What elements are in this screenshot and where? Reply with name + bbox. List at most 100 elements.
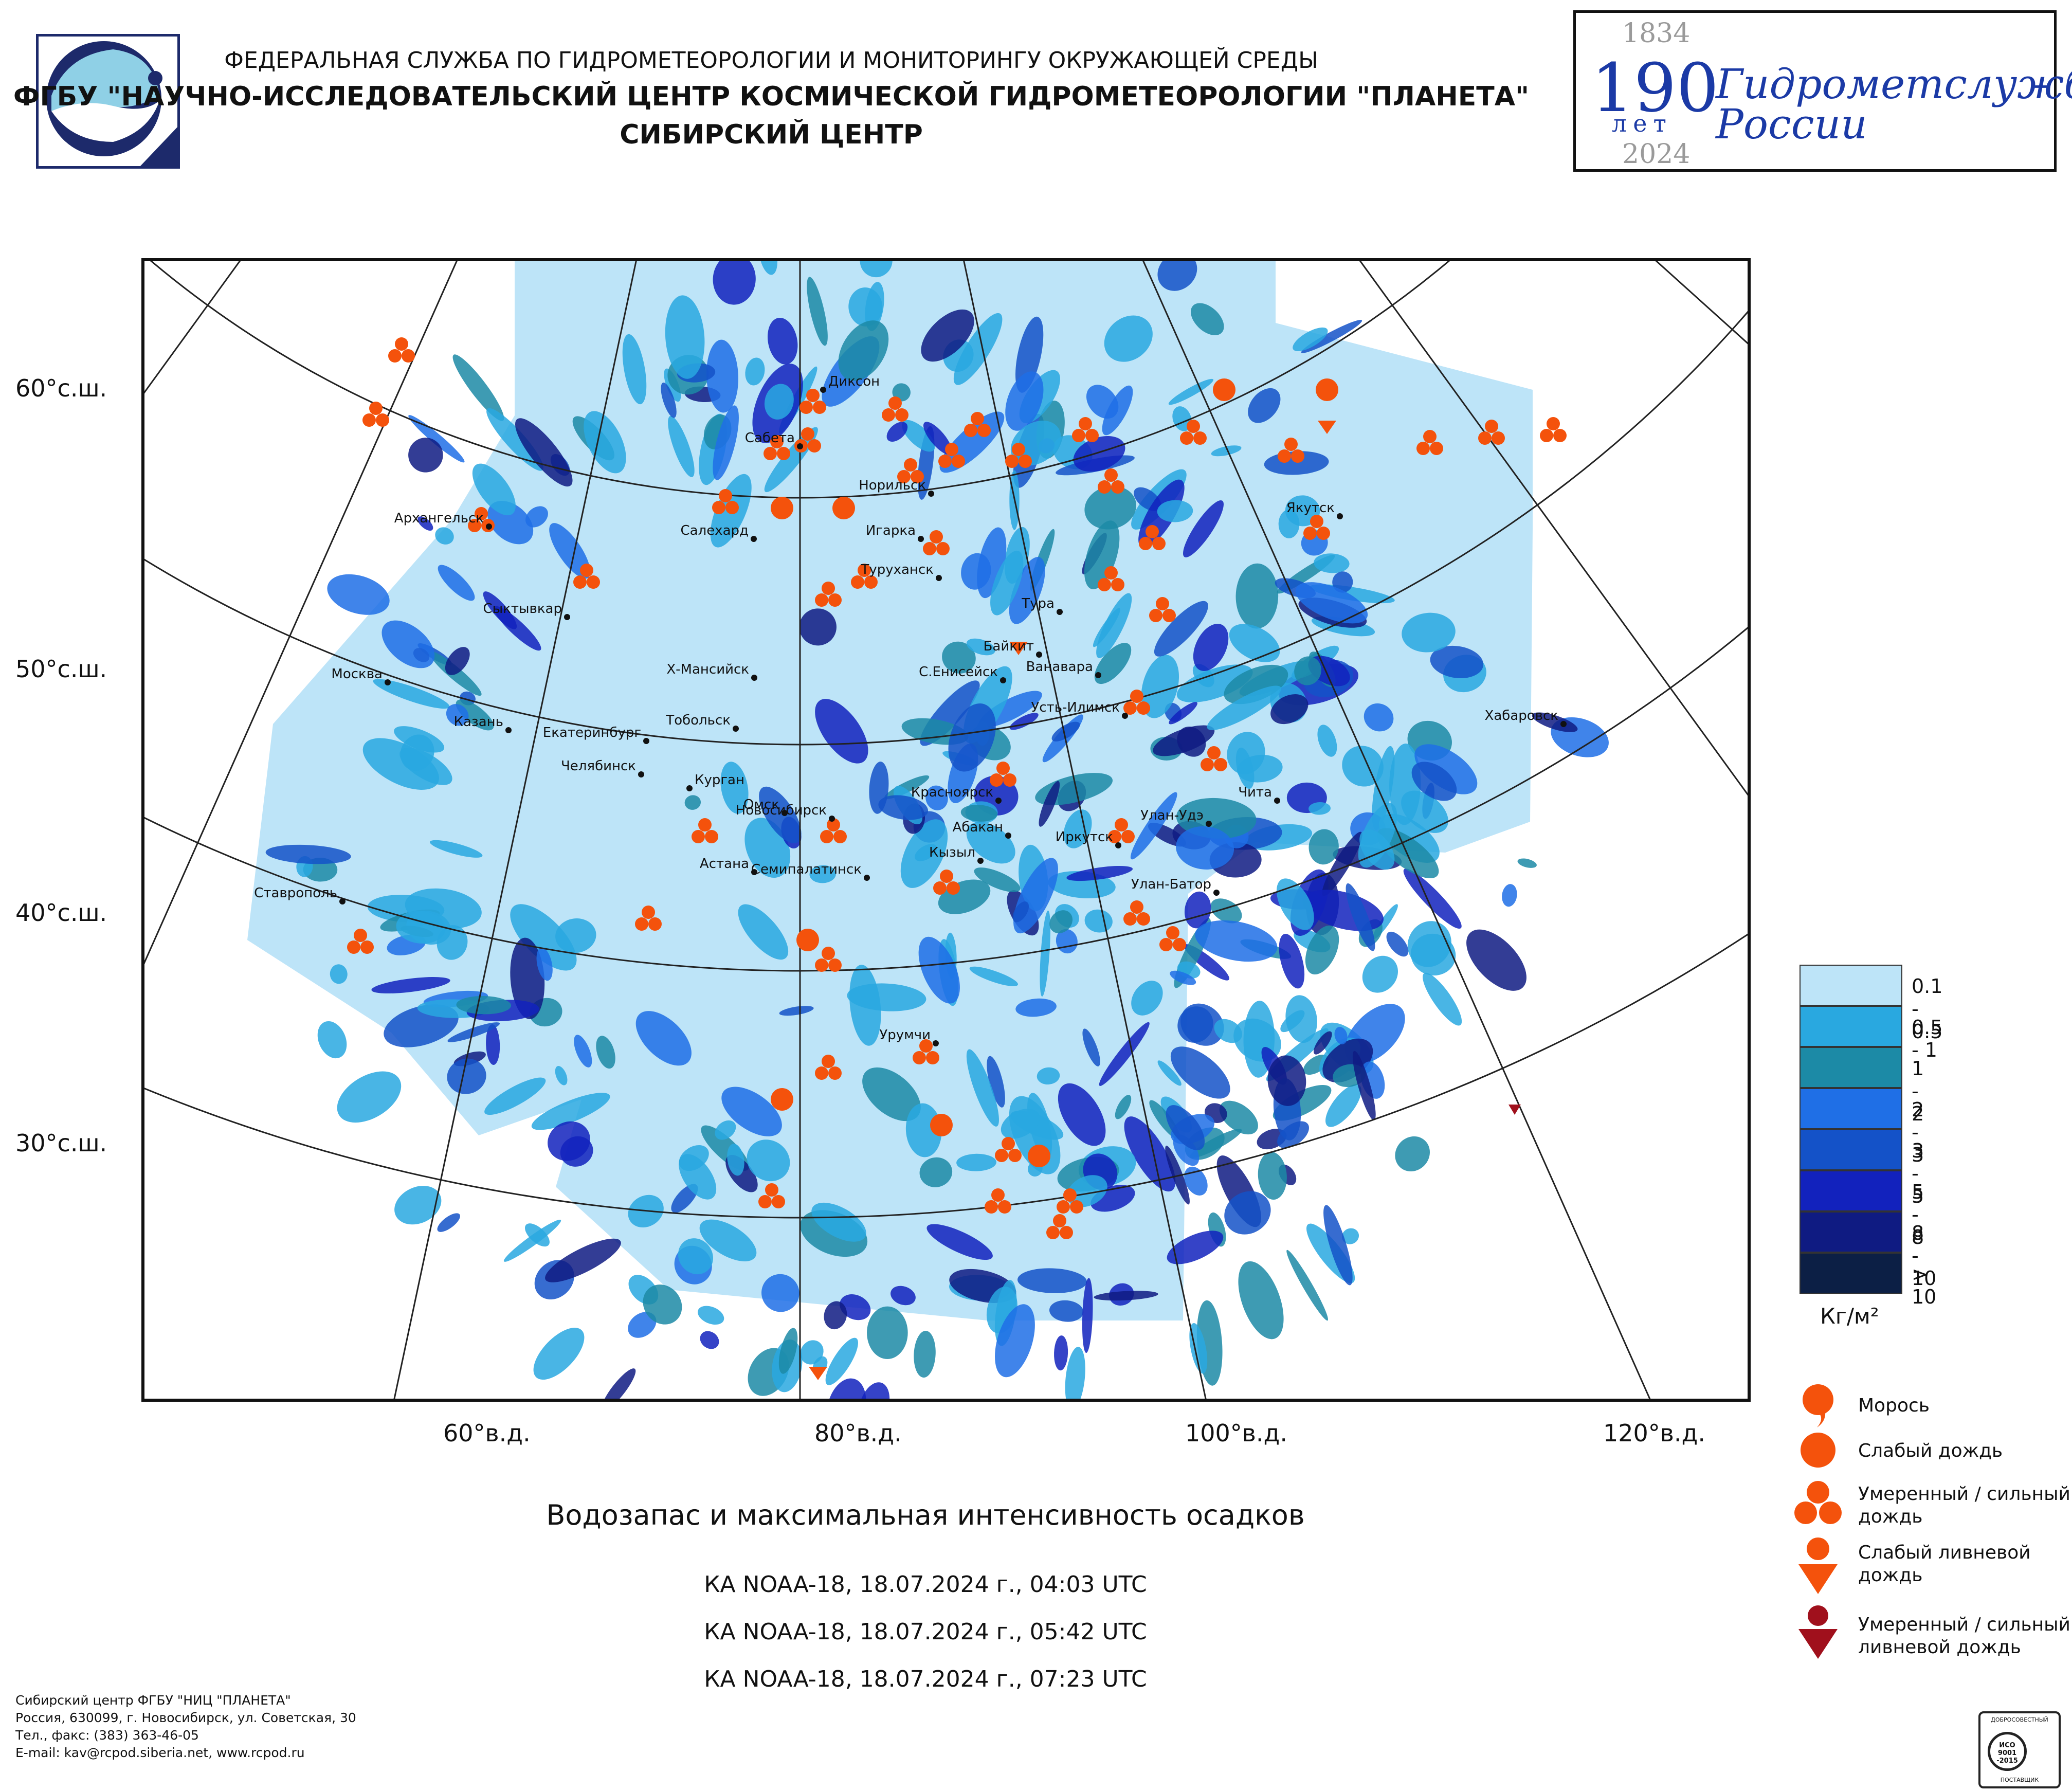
water-content-patch xyxy=(549,523,591,579)
moderate-rain-symbol xyxy=(764,447,777,460)
city-label: Туруханск xyxy=(861,562,934,577)
moderate-rain-symbol xyxy=(1137,912,1150,926)
moderate-rain-symbol xyxy=(828,958,842,972)
water-content-patch xyxy=(1341,1228,1359,1244)
city-marker: Красноярск xyxy=(911,785,1002,804)
water-content-patch xyxy=(1084,486,1136,530)
legend-swatch xyxy=(1800,1170,1902,1211)
water-content-patch xyxy=(1308,802,1331,815)
water-content-patch xyxy=(747,1139,790,1182)
water-content-patch xyxy=(948,703,996,772)
moderate-rain-symbol xyxy=(648,917,662,931)
water-content-patch xyxy=(1170,970,1196,985)
city-marker: С.Енисейск xyxy=(919,664,1006,683)
moderate-rain-symbol xyxy=(1098,480,1111,494)
water-content-patch xyxy=(1082,1278,1093,1353)
water-content-patch xyxy=(815,699,868,764)
city-marker: Игарка xyxy=(866,523,924,542)
city-label: Курган xyxy=(695,772,744,788)
water-content-patch xyxy=(849,965,881,1046)
water-content-patch xyxy=(503,1219,561,1262)
water-content-patch xyxy=(1407,921,1451,967)
water-content-patch xyxy=(484,1077,546,1115)
city-label: Хабаровск xyxy=(1485,708,1558,723)
moderate-rain-symbol xyxy=(1201,758,1214,771)
moderate-rain-symbol xyxy=(1180,431,1193,445)
moderate-rain-symbol xyxy=(354,929,367,942)
water-content-patch xyxy=(826,1378,866,1399)
city-label: Тура xyxy=(1021,596,1055,611)
water-content-patch xyxy=(1359,829,1395,870)
water-content-patch xyxy=(720,762,749,814)
water-content-patch xyxy=(1183,500,1224,557)
meridian-line xyxy=(1142,261,1651,1399)
jubilee-year-end: 2024 xyxy=(1622,139,1691,170)
city-dot xyxy=(797,443,803,449)
legend-label: 3 - 5 xyxy=(1912,1139,1924,1207)
city-layer: Диксон Сабета Норильск Игарка Салехард Туруха… xyxy=(254,374,1567,1046)
legend-unit: Кг/м² xyxy=(1820,1304,1879,1329)
water-content-patch xyxy=(1166,1105,1205,1150)
water-content-patch xyxy=(840,1294,871,1320)
moderate-rain-symbol xyxy=(1430,442,1443,455)
water-content-patch xyxy=(858,1382,890,1399)
water-content-patch xyxy=(447,1022,500,1042)
jubilee-logo: 1834 190 лет 2024 Гидрометслужбе России xyxy=(1573,10,2072,172)
city-marker: Курган xyxy=(686,772,744,791)
water-content-patch xyxy=(1372,746,1395,830)
water-content-patch xyxy=(1193,623,1229,671)
city-label: Диксон xyxy=(828,374,880,389)
water-content-patch xyxy=(1051,721,1080,741)
water-content-patch xyxy=(1402,612,1456,653)
city-label: Норильск xyxy=(859,478,926,493)
water-content-patch xyxy=(1040,910,1051,997)
water-content-patch xyxy=(1168,378,1214,405)
water-content-patch xyxy=(1157,500,1193,522)
city-dot xyxy=(638,771,644,777)
city-dot xyxy=(1337,513,1343,519)
water-content-patch xyxy=(1167,1231,1224,1264)
water-content-patch xyxy=(867,1306,908,1359)
water-content-patch xyxy=(584,411,626,474)
water-content-patch xyxy=(799,608,837,646)
city-label: Якутск xyxy=(1286,500,1335,516)
city-dot xyxy=(829,816,835,822)
city-dot xyxy=(820,387,826,393)
city-dot xyxy=(1206,821,1212,827)
moderate-rain-symbol xyxy=(1284,438,1298,451)
water-content-patch xyxy=(966,1049,999,1127)
moderate-rain-symbol xyxy=(1547,417,1560,430)
moderate-rain-symbol xyxy=(1079,417,1092,430)
water-content-patch xyxy=(966,822,1015,864)
moderate-rain-symbol xyxy=(1156,597,1169,610)
water-content-patch xyxy=(811,1202,866,1242)
water-content-patch xyxy=(1411,762,1457,801)
moderate-rain-symbol xyxy=(1005,455,1019,468)
city-label: Ванавара xyxy=(1026,659,1093,675)
water-content-patch xyxy=(1063,809,1092,848)
legend-label: 0.1 - 0.5 xyxy=(1912,975,1943,1043)
water-content-patch xyxy=(1169,702,1197,725)
moderate-rain-symbol xyxy=(705,830,718,843)
legend-label: > 10 xyxy=(1912,1263,1937,1308)
moderate-rain-symbol xyxy=(1111,578,1124,591)
moderate-rain-symbol xyxy=(1060,1226,1073,1239)
legend-symbols xyxy=(1794,1384,1842,1659)
lat-label-60: 60°с.ш. xyxy=(15,374,107,402)
light-shower-symbol xyxy=(1009,642,1028,655)
city-label: Астана xyxy=(700,856,749,872)
water-content-patch xyxy=(1099,1022,1150,1086)
satellite-coverage xyxy=(247,261,1609,1399)
water-content-patch xyxy=(1308,829,1339,865)
moderate-rain-symbol xyxy=(388,349,402,363)
water-content-patch xyxy=(1094,1291,1158,1301)
water-content-patch xyxy=(1058,1083,1106,1146)
water-content-patch xyxy=(942,641,976,674)
water-content-patch xyxy=(926,1224,993,1260)
water-content-patch xyxy=(1130,792,1177,860)
footer: Сибирский центр ФГБУ "НИЦ "ПЛАНЕТА" Росс… xyxy=(15,1692,356,1762)
city-dot xyxy=(933,1040,939,1046)
moderate-rain-symbol xyxy=(933,881,947,895)
city-dot xyxy=(1057,609,1063,615)
water-content-patch xyxy=(1517,858,1537,868)
